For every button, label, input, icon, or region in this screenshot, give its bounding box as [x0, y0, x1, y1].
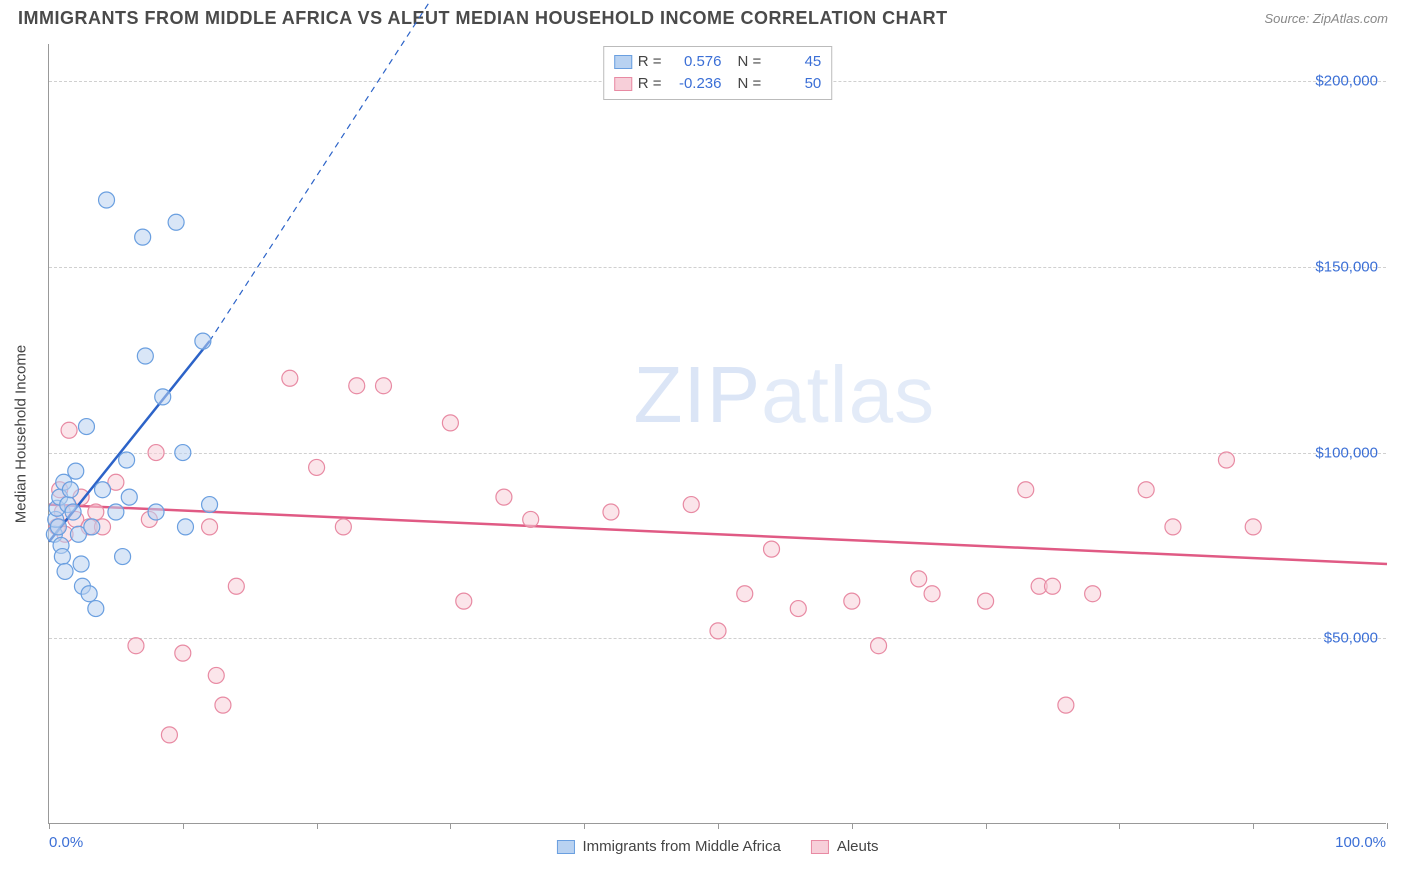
x-tick	[718, 823, 719, 829]
n-label: N =	[738, 51, 762, 73]
y-axis-label: Median Household Income	[13, 344, 30, 522]
x-tick	[49, 823, 50, 829]
legend-swatch-pink	[614, 77, 632, 91]
n-value: 50	[767, 73, 821, 95]
r-value: -0.236	[668, 73, 722, 95]
n-label: N =	[738, 73, 762, 95]
x-max-label: 100.0%	[1335, 834, 1386, 851]
x-min-label: 0.0%	[49, 834, 83, 851]
x-tick	[1253, 823, 1254, 829]
chart-title: IMMIGRANTS FROM MIDDLE AFRICA VS ALEUT M…	[18, 8, 948, 29]
legend-swatch-blue	[556, 840, 574, 854]
legend-item-aleuts: Aleuts	[811, 838, 879, 855]
stats-box: R = 0.576 N = 45 R = -0.236 N = 50	[603, 46, 833, 100]
x-tick	[450, 823, 451, 829]
x-tick	[317, 823, 318, 829]
r-label: R =	[638, 73, 662, 95]
x-tick	[183, 823, 184, 829]
n-value: 45	[767, 51, 821, 73]
legend-swatch-blue	[614, 55, 632, 69]
x-tick	[584, 823, 585, 829]
legend-label: Immigrants from Middle Africa	[582, 838, 780, 855]
stats-row-1: R = 0.576 N = 45	[614, 51, 822, 73]
bottom-legend: Immigrants from Middle Africa Aleuts	[556, 838, 878, 855]
legend-swatch-pink	[811, 840, 829, 854]
legend-item-immigrants: Immigrants from Middle Africa	[556, 838, 780, 855]
plot-region: Median Household Income ZIPatlas $50,000…	[48, 44, 1386, 824]
source-text: Source: ZipAtlas.com	[1264, 11, 1388, 26]
r-label: R =	[638, 51, 662, 73]
x-tick	[986, 823, 987, 829]
x-tick	[852, 823, 853, 829]
r-value: 0.576	[668, 51, 722, 73]
scatter-svg	[49, 44, 1386, 823]
legend-label: Aleuts	[837, 838, 879, 855]
x-tick	[1119, 823, 1120, 829]
stats-row-2: R = -0.236 N = 50	[614, 73, 822, 95]
x-tick	[1387, 823, 1388, 829]
